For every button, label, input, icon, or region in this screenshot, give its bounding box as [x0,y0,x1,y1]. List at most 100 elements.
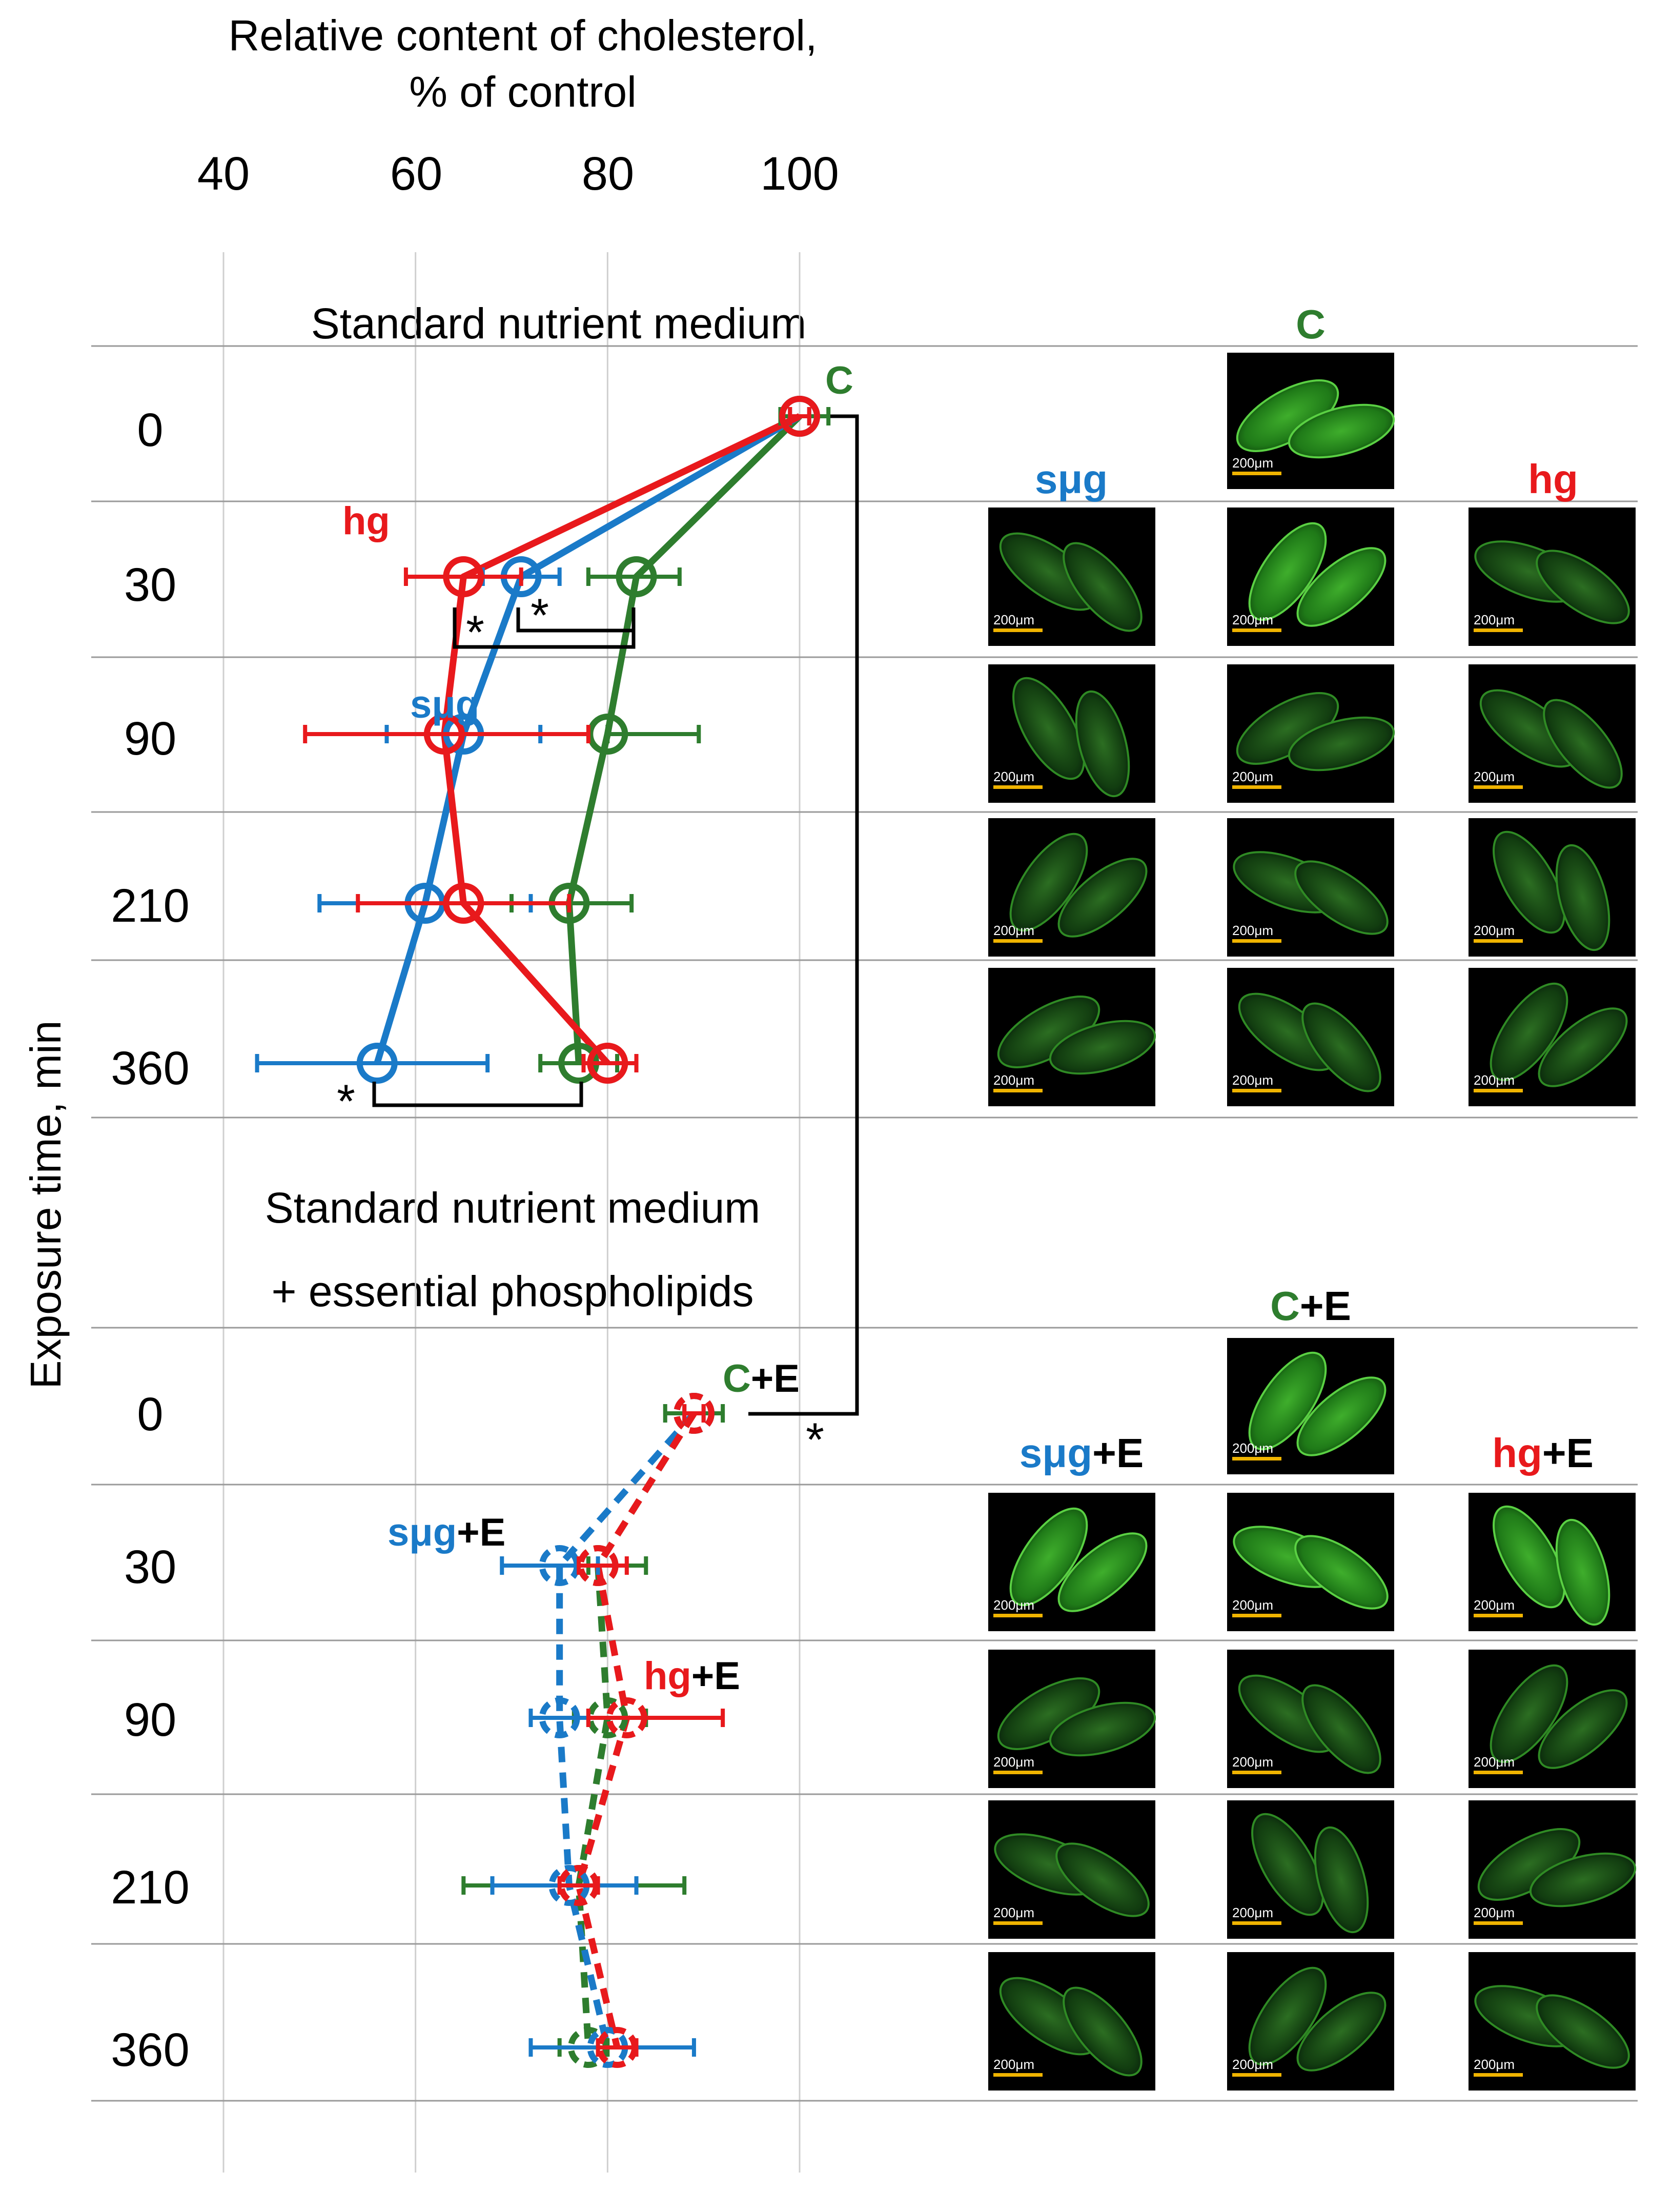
scale-bar [1232,1771,1281,1774]
micrograph: 200μm [1469,508,1636,646]
micrograph: 200μm [988,508,1155,646]
scale-bar [1232,472,1281,475]
data-point [779,396,820,437]
micrograph: 200μm [988,818,1155,957]
micrograph: 200μm [988,1650,1156,1788]
micrograph: 200μm [1227,1952,1394,2091]
significance-star: * [466,606,484,659]
scale-label: 200μm [1474,769,1515,784]
time-label: 30 [124,1541,176,1593]
cell-shape [1288,403,1395,459]
micrograph-header-c: C [1296,301,1326,347]
scale-bar [993,628,1043,632]
scale-bar [993,1921,1043,1925]
x-tick-labels: 40 60 80 100 [197,148,839,200]
panel-title-standard: Standard nutrient medium [311,299,807,348]
cell-shape [1555,844,1610,951]
micrograph: 200μm [1227,1650,1394,1788]
cell-shape [1301,1002,1381,1092]
scale-label: 200μm [993,769,1034,784]
time-label: 30 [124,559,176,611]
panel-title-phospho-line-1: Standard nutrient medium [265,1184,761,1232]
data-point [577,1545,619,1586]
micrograph: 200μm [1227,968,1394,1106]
micrograph: 200μm [1227,1338,1394,1474]
cell-shape [1536,1994,1630,2069]
cell-shape [1538,1007,1628,1087]
scale-bar [993,785,1043,789]
scale-bar [1232,1457,1281,1460]
scale-label: 200μm [1232,1597,1273,1613]
cell-shape [1538,1689,1628,1769]
series-label-smg: sμg [410,683,479,726]
scale-bar [1232,1614,1281,1617]
micrograph: 200μm [1227,1493,1394,1631]
data-point [539,1697,580,1738]
cell-shape [1536,550,1630,624]
data-point [443,883,484,924]
cell-shape [1543,699,1623,789]
scale-bar [1474,1921,1523,1925]
scale-label: 200μm [1474,612,1515,627]
scale-bar [1232,1089,1281,1092]
cell-shape [1057,1532,1148,1612]
micrograph-header-smg: sμg [1035,456,1108,502]
scale-label: 200μm [1232,1440,1273,1456]
cell-shape [1075,690,1130,798]
micrograph: 200μm [1469,1493,1636,1631]
micrograph: 200μm [1227,353,1395,489]
cell-shape [1490,1664,1568,1763]
micrograph-header-smg-e: sμg+E [1019,1430,1144,1476]
scale-label: 200μm [1474,1072,1515,1088]
scale-label: 200μm [993,612,1034,627]
scale-bar [1232,2073,1281,2077]
data-point [597,2027,638,2068]
scale-bar [993,939,1043,943]
time-label: 0 [137,1388,163,1440]
scale-label: 200μm [1474,2057,1515,2072]
scale-label: 200μm [993,923,1034,938]
series-label-hg: hg [342,499,390,543]
time-label: 210 [111,1861,190,1914]
time-label: 360 [111,2024,190,2076]
cell-shape [1248,1351,1327,1451]
x-tick-label: 100 [760,148,839,200]
chart-title-line-2: % of control [409,68,637,116]
micrograph: 200μm [1469,1800,1637,1939]
scale-bar [1474,1089,1523,1092]
scale-bar [1474,939,1523,943]
cell-shape [1049,1701,1156,1757]
cell-shape [1009,833,1088,932]
scale-label: 200μm [993,1597,1034,1613]
scale-bar [1232,1921,1281,1925]
micrograph-header-c-e: C+E [1270,1283,1351,1329]
micrograph: 200μm [1469,968,1636,1106]
micrograph: 200μm [988,968,1156,1106]
scale-bar [1474,1771,1523,1774]
cell-shape [1301,1684,1381,1774]
cell-shape [1314,1826,1369,1934]
scale-label: 200μm [1232,2057,1273,2072]
scale-bar [1474,1614,1523,1617]
cell-shape [1555,1518,1610,1626]
x-tick-label: 40 [197,148,250,200]
chart-title-line-1: Relative content of cholesterol, [229,11,818,59]
data-point [443,556,484,597]
cell-shape [1248,1966,1327,2066]
significance-brackets: * * * * [337,414,859,1466]
micrograph: 200μm [988,1952,1155,2091]
y-axis-label: Exposure time, min [22,1021,70,1389]
scale-label: 200μm [1232,923,1273,938]
panel-title-phospho-line-2: + essential phospholipids [272,1267,754,1315]
series-label-hg-e: hg+E [644,1654,740,1698]
scale-bar [1474,785,1523,789]
scale-label: 200μm [993,1905,1034,1920]
cell-shape [1296,1376,1386,1456]
micrograph: 200μm [988,1800,1155,1939]
scale-label: 200μm [1474,923,1515,938]
series-label-smg-e: sμg+E [388,1511,505,1554]
cell-shape [1288,716,1395,772]
scale-bar [1232,628,1281,632]
